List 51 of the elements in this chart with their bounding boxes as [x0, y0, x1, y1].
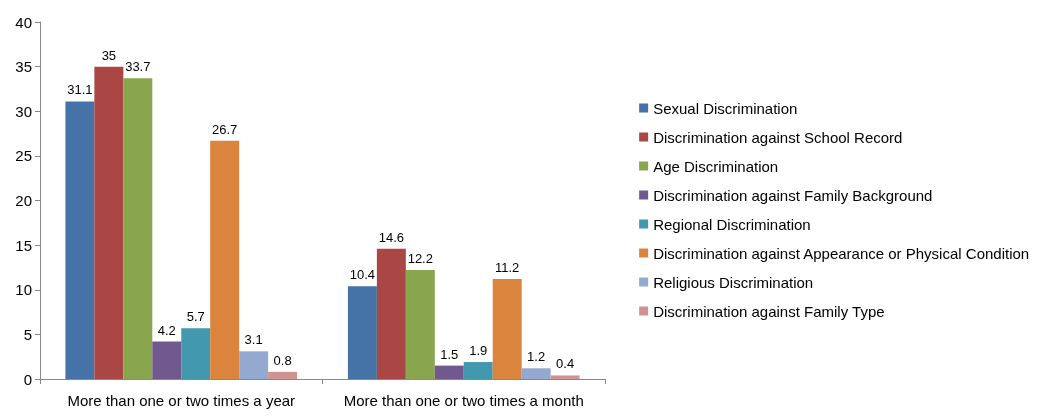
bar — [521, 368, 551, 379]
y-tick-label: 0 — [23, 370, 32, 388]
data-label: 11.2 — [495, 260, 520, 276]
y-tick-label: 10 — [15, 281, 32, 299]
data-label: 35 — [101, 47, 117, 63]
bar — [152, 341, 182, 379]
y-tick-label: 15 — [15, 236, 32, 254]
y-tick-label: 35 — [15, 58, 32, 76]
data-label: 5.7 — [186, 309, 205, 325]
data-label: 1.2 — [527, 349, 546, 365]
data-label: 3.1 — [244, 332, 263, 348]
data-label: 1.9 — [469, 343, 488, 359]
legend-label: Discrimination against Appearance or Physical Condition — [653, 244, 1030, 262]
legend-label: Regional Discrimination — [653, 215, 811, 233]
y-tick-label: 20 — [15, 192, 32, 209]
data-label: 14.6 — [378, 229, 405, 245]
bar — [123, 78, 153, 379]
y-tick-label: 30 — [15, 102, 32, 120]
data-label: 10.4 — [349, 267, 376, 283]
legend-label: Discrimination against Family Type — [653, 302, 885, 320]
legend-label: Religious Discrimination — [653, 273, 814, 291]
data-label: 12.2 — [407, 251, 433, 267]
y-tick-label: 25 — [15, 147, 32, 165]
x-tick-label: More than one or two times a year — [67, 392, 296, 409]
bar — [550, 375, 580, 379]
bar — [434, 365, 464, 379]
legend-label: Discrimination against Family Background — [653, 186, 933, 204]
data-label: 26.7 — [212, 121, 238, 137]
data-label: 1.5 — [440, 346, 459, 362]
legend-label: Age Discrimination — [653, 157, 779, 175]
bar — [239, 351, 269, 379]
y-tick-label: 5 — [23, 325, 32, 343]
data-label: 0.8 — [273, 352, 292, 368]
bar — [405, 270, 435, 379]
bar — [94, 66, 124, 379]
y-tick-label: 40 — [15, 13, 32, 31]
bar — [463, 362, 493, 379]
bar — [347, 286, 377, 379]
data-label: 31.1 — [67, 82, 93, 98]
bar — [181, 328, 211, 379]
data-label: 33.7 — [125, 59, 151, 75]
bar — [210, 140, 240, 379]
bar — [268, 371, 298, 379]
x-tick-label: More than one or two times a month — [343, 392, 584, 409]
bar — [376, 248, 406, 379]
data-label: 4.2 — [157, 322, 176, 338]
bar — [65, 101, 95, 379]
legend-label: Discrimination against School Record — [653, 128, 903, 146]
legend-label: Sexual Discrimination — [653, 99, 798, 117]
data-label: 0.4 — [556, 356, 575, 372]
bar — [492, 279, 522, 379]
